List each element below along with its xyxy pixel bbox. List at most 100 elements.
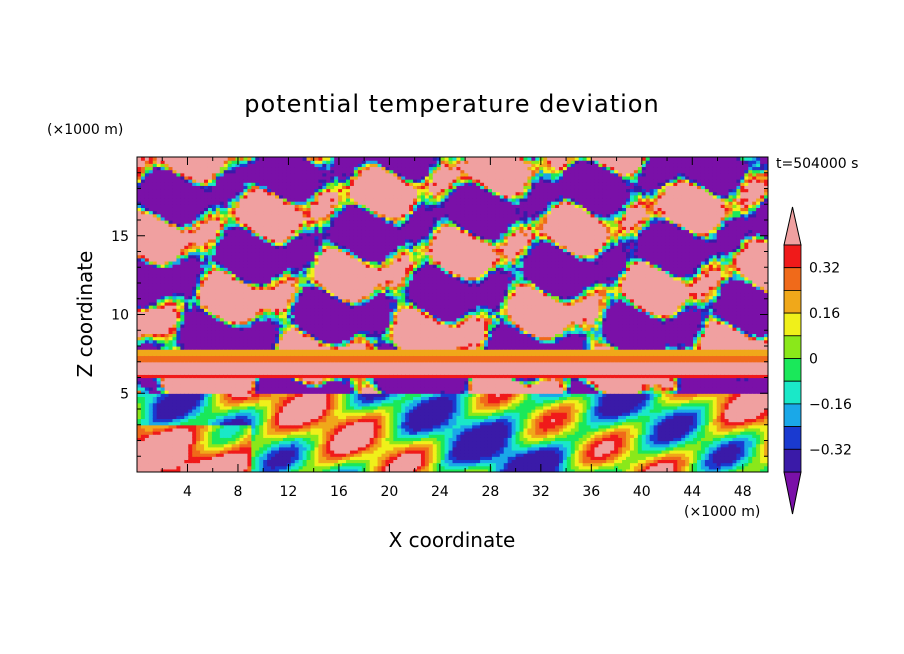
heatmap-cell <box>140 210 146 215</box>
heatmap-cell <box>156 320 162 325</box>
heatmap-cell <box>176 160 181 164</box>
heatmap-cell <box>196 383 201 388</box>
heatmap-cell <box>176 270 181 275</box>
heatmap-cell <box>152 374 158 379</box>
heatmap-cell <box>192 267 197 271</box>
heatmap-cell <box>144 393 150 397</box>
heatmap-cell <box>180 248 185 253</box>
heatmap-cell <box>156 405 162 410</box>
heatmap-cell <box>196 352 201 357</box>
heatmap-cell <box>160 185 166 190</box>
heatmap-cell <box>180 220 185 224</box>
heatmap-cell <box>172 361 178 366</box>
heatmap-cell <box>137 204 142 208</box>
heatmap-cell <box>144 339 150 344</box>
heatmap-cell <box>152 314 158 319</box>
heatmap-cell <box>160 298 166 303</box>
heatmap-cell <box>176 396 181 401</box>
heatmap-cell <box>164 380 170 385</box>
heatmap-cell <box>184 157 189 161</box>
heatmap-cell <box>144 279 150 284</box>
heatmap-cell <box>144 264 150 268</box>
heatmap-cell <box>192 305 197 309</box>
heatmap-cell <box>144 314 150 319</box>
heatmap-cell <box>160 352 166 357</box>
heatmap-cell <box>184 267 189 271</box>
heatmap-cell <box>148 264 154 268</box>
heatmap-cell <box>144 292 150 297</box>
heatmap-cell <box>148 449 154 454</box>
heatmap-cell <box>164 468 170 472</box>
heatmap-cell <box>188 163 193 168</box>
heatmap-cell <box>184 257 189 262</box>
heatmap-cell <box>137 169 142 174</box>
heatmap-cell <box>148 254 154 259</box>
heatmap-cell <box>172 320 178 325</box>
heatmap-cell <box>188 418 193 423</box>
heatmap-cell <box>180 352 185 357</box>
heatmap-cell <box>168 386 174 391</box>
heatmap-cell <box>168 314 174 319</box>
heatmap-cell <box>184 283 189 287</box>
heatmap-cell <box>144 424 150 429</box>
heatmap-cell <box>192 220 197 224</box>
heatmap-cell <box>137 396 142 401</box>
heatmap-cell <box>172 342 178 347</box>
heatmap-cell <box>156 220 162 224</box>
heatmap-cell <box>144 157 150 161</box>
heatmap-cell <box>140 323 146 328</box>
heatmap-cell <box>156 216 162 221</box>
heatmap-cell <box>168 235 174 240</box>
heatmap-cell <box>160 320 166 325</box>
heatmap-cell <box>188 405 193 410</box>
heatmap-cell <box>152 405 158 410</box>
heatmap-cell <box>180 440 185 445</box>
heatmap-cell <box>156 163 162 168</box>
heatmap-cell <box>148 317 154 322</box>
heatmap-cell <box>184 260 189 265</box>
heatmap-cell <box>160 459 166 464</box>
heatmap-cell <box>192 449 197 454</box>
heatmap-cell <box>160 301 166 306</box>
heatmap-cell <box>176 179 181 183</box>
heatmap-cell <box>148 323 154 328</box>
heatmap-cell <box>176 163 181 168</box>
heatmap-cell <box>148 295 154 300</box>
heatmap-cell <box>140 283 146 287</box>
heatmap-cell <box>172 260 178 265</box>
heatmap-cell <box>176 172 181 177</box>
heatmap-cell <box>140 289 146 294</box>
heatmap-cell <box>152 254 158 259</box>
heatmap-cell <box>192 308 197 312</box>
heatmap-cell <box>168 260 174 265</box>
heatmap-cell <box>180 323 185 328</box>
heatmap-cell <box>148 390 154 394</box>
heatmap-cell <box>180 242 185 246</box>
heatmap-cell <box>160 191 166 196</box>
heatmap-cell <box>160 210 166 215</box>
heatmap-cell <box>148 286 154 290</box>
heatmap-cell <box>137 424 142 429</box>
heatmap-cell <box>172 229 178 234</box>
heatmap-cell <box>172 415 178 420</box>
heatmap-cell <box>192 368 197 372</box>
heatmap-cell <box>152 462 158 467</box>
heatmap-cell <box>156 418 162 423</box>
heatmap-cell <box>172 396 178 401</box>
heatmap-cell <box>164 311 170 316</box>
heatmap-cell <box>188 443 193 448</box>
heatmap-cell <box>164 386 170 391</box>
heatmap-cell <box>164 346 170 350</box>
heatmap-cell <box>196 390 201 394</box>
heatmap-cell <box>168 317 174 322</box>
heatmap-cell <box>168 437 174 442</box>
heatmap-cell <box>140 352 146 357</box>
heatmap-cell <box>148 405 154 410</box>
heatmap-cell <box>290 157 296 161</box>
heatmap-cell <box>192 468 197 472</box>
heatmap-cell <box>184 279 189 284</box>
heatmap-cell <box>148 330 154 334</box>
heatmap-cell <box>152 317 158 322</box>
heatmap-cell <box>172 459 178 464</box>
heatmap-cell <box>180 364 185 369</box>
